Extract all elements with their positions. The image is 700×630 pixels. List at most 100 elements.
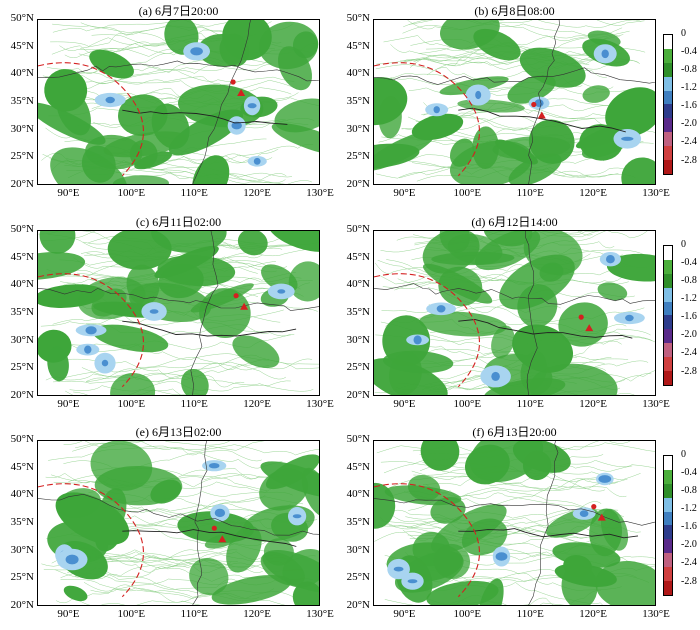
precipitation-field bbox=[38, 20, 319, 184]
latitude-tick: 20°N bbox=[10, 599, 34, 611]
colorbar-tick: -2.4 bbox=[681, 136, 697, 148]
colorbar-tick: -2.8 bbox=[681, 575, 697, 587]
latitude-tick: 30°N bbox=[10, 333, 34, 346]
longitude-tick: 120°E bbox=[243, 187, 271, 199]
colorbar-tick: 0 bbox=[681, 28, 686, 39]
latitude-tick: 35°N bbox=[346, 95, 370, 107]
panel-title: (e) 6月13日02:00 bbox=[135, 425, 222, 439]
colorbar-segment bbox=[664, 273, 672, 288]
longitude-tick: 130°E bbox=[642, 398, 670, 410]
colorbar-segment bbox=[664, 525, 672, 540]
colorbar-tick: -1.6 bbox=[681, 100, 697, 112]
colorbar-tick: -1.6 bbox=[681, 311, 697, 323]
latitude-tick: 35°N bbox=[10, 516, 34, 528]
colorbar-segment bbox=[664, 104, 672, 119]
colorbar-tick: -2.0 bbox=[681, 539, 697, 551]
colorbar-tick: 0 bbox=[681, 449, 686, 460]
precipitation-field bbox=[38, 231, 319, 395]
latitude-tick: 40°N bbox=[346, 488, 370, 501]
colorbar-tick: -0.4 bbox=[681, 467, 697, 479]
colorbar-tick: 0 bbox=[681, 239, 686, 250]
longitude-tick: 130°E bbox=[306, 398, 334, 410]
longitude-tick: 90°E bbox=[57, 608, 80, 620]
colorbar-segment bbox=[664, 246, 672, 260]
colorbar-tick: -2.0 bbox=[681, 329, 697, 341]
colorbar-segment bbox=[664, 539, 672, 554]
longitude-tick: 100°E bbox=[117, 398, 146, 410]
colorbar-tick: -2.8 bbox=[681, 365, 697, 377]
latitude-tick: 30°N bbox=[10, 122, 34, 135]
latitude-tick: 25°N bbox=[10, 571, 34, 584]
latitude-tick: 30°N bbox=[346, 543, 370, 556]
colorbar-segment bbox=[664, 62, 672, 77]
colorbar-swatch bbox=[663, 455, 673, 596]
panel-title: (c) 6月11日02:00 bbox=[135, 215, 222, 229]
longitude-tick: 100°E bbox=[117, 187, 146, 199]
colorbar-segment bbox=[664, 456, 672, 470]
panel-title: (f) 6月13日20:00 bbox=[472, 425, 557, 439]
colorbar-tick: -0.4 bbox=[681, 257, 697, 269]
longitude-tick: 90°E bbox=[393, 187, 416, 199]
colorbar-tick: -2.4 bbox=[681, 557, 697, 569]
latitude-tick: 40°N bbox=[10, 67, 34, 80]
panel-title: (a) 6月7日20:00 bbox=[138, 4, 219, 18]
colorbar-tick: -2.0 bbox=[681, 118, 697, 130]
latitude-tick: 35°N bbox=[346, 306, 370, 318]
latitude-tick: 45°N bbox=[346, 460, 370, 473]
latitude-tick: 45°N bbox=[10, 39, 34, 52]
colorbar-tick: -0.8 bbox=[681, 275, 697, 287]
longitude-tick: 90°E bbox=[57, 398, 80, 410]
colorbar-segment bbox=[664, 483, 672, 498]
colorbar-segment bbox=[664, 581, 672, 595]
colorbar-tick: -0.8 bbox=[681, 64, 697, 76]
latitude-tick: 40°N bbox=[346, 67, 370, 80]
longitude-tick: 90°E bbox=[393, 608, 416, 620]
map-plot bbox=[373, 440, 656, 606]
map-plot bbox=[37, 230, 320, 396]
longitude-tick: 90°E bbox=[393, 398, 416, 410]
colorbar-tick: -0.4 bbox=[681, 46, 697, 58]
colorbar-segment bbox=[664, 118, 672, 133]
latitude-tick: 20°N bbox=[346, 389, 370, 401]
colorbar-segment bbox=[664, 146, 672, 161]
longitude-tick: 120°E bbox=[579, 187, 607, 199]
latitude-tick: 35°N bbox=[10, 95, 34, 107]
latitude-tick: 30°N bbox=[346, 122, 370, 135]
latitude-tick: 40°N bbox=[10, 488, 34, 501]
colorbar-segment bbox=[664, 497, 672, 512]
colorbar-segment bbox=[664, 511, 672, 526]
colorbar-tick: -1.2 bbox=[681, 503, 697, 515]
latitude-tick: 45°N bbox=[346, 39, 370, 52]
colorbar-segment bbox=[664, 343, 672, 358]
precipitation-field bbox=[38, 441, 319, 605]
colorbar-segment bbox=[664, 329, 672, 344]
panel-title: (b) 6月8日08:00 bbox=[474, 4, 555, 18]
colorbar-segment bbox=[664, 357, 672, 372]
colorbar-tick: -2.4 bbox=[681, 347, 697, 359]
longitude-tick: 110°E bbox=[180, 398, 208, 410]
colorbar-tick: -1.6 bbox=[681, 521, 697, 533]
longitude-tick: 120°E bbox=[243, 398, 271, 410]
colorbar-tick: -1.2 bbox=[681, 82, 697, 94]
colorbar-segment bbox=[664, 469, 672, 484]
latitude-tick: 50°N bbox=[10, 12, 34, 24]
latitude-tick: 45°N bbox=[10, 460, 34, 473]
colorbar-tick: -0.8 bbox=[681, 485, 697, 497]
longitude-tick: 90°E bbox=[57, 187, 80, 199]
colorbar-segment bbox=[664, 160, 672, 174]
colorbar-segment bbox=[664, 259, 672, 274]
colorbar-segment bbox=[664, 35, 672, 49]
latitude-tick: 50°N bbox=[10, 433, 34, 445]
longitude-tick: 120°E bbox=[243, 608, 271, 620]
longitude-tick: 110°E bbox=[180, 608, 208, 620]
panel-title: (d) 6月12日14:00 bbox=[471, 215, 558, 229]
latitude-tick: 50°N bbox=[10, 223, 34, 235]
latitude-tick: 20°N bbox=[10, 178, 34, 190]
longitude-tick: 100°E bbox=[453, 398, 482, 410]
precipitation-field bbox=[374, 20, 655, 184]
longitude-tick: 100°E bbox=[453, 187, 482, 199]
latitude-tick: 25°N bbox=[346, 150, 370, 163]
colorbar-tick: -2.8 bbox=[681, 154, 697, 166]
longitude-tick: 120°E bbox=[579, 608, 607, 620]
longitude-tick: 110°E bbox=[516, 398, 544, 410]
